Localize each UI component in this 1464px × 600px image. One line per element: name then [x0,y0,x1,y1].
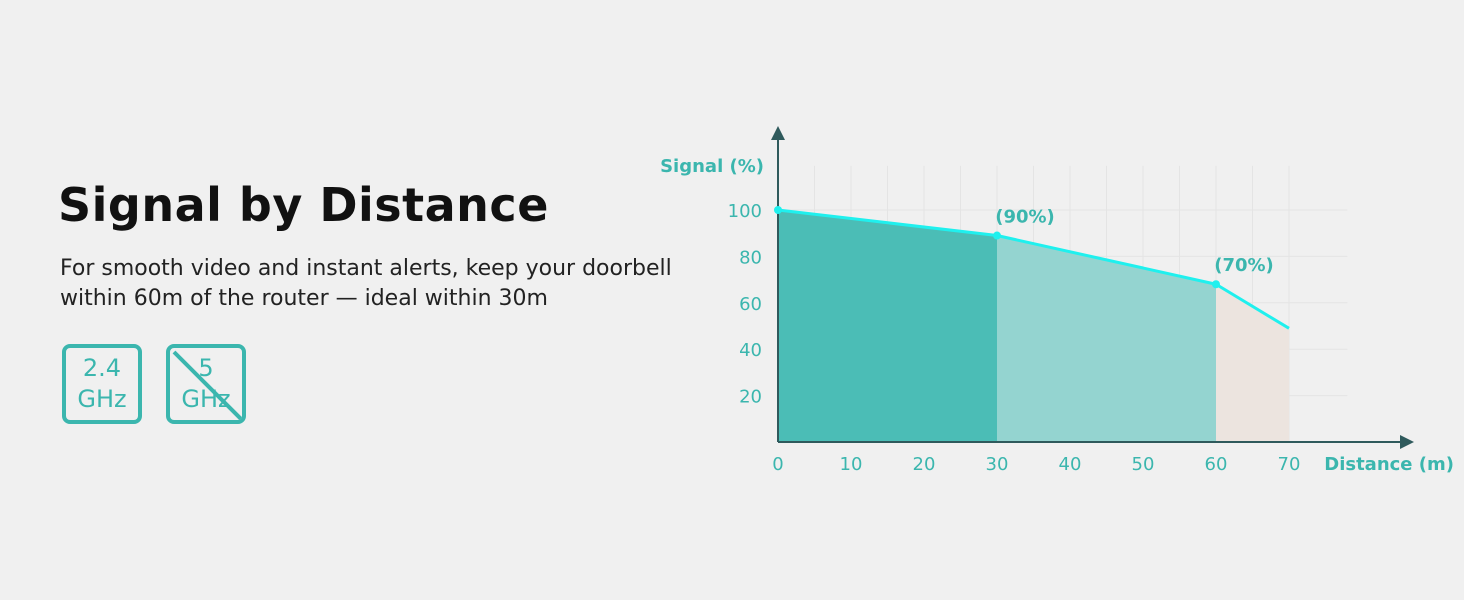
x-tick-label: 40 [1059,454,1082,475]
badge-unit-label: GHz [77,385,127,413]
x-tick-label: 50 [1132,454,1155,475]
chart-axes [771,126,1414,449]
chart-labels: 0 10 20 30 40 50 60 70 20 40 60 80 100 Signal (%) Dist… [660,156,1454,475]
x-tick-label: 70 [1278,454,1301,475]
y-tick-label: 60 [739,294,762,315]
x-tick-label: 30 [986,454,1009,475]
y-axis-arrow-icon [771,126,785,140]
y-tick-label: 100 [728,201,762,222]
x-axis-arrow-icon [1400,435,1414,449]
wifi-2-4ghz-badge: 2.4 GHz [62,344,142,424]
signal-line [777,208,1290,330]
x-tick-label: 60 [1205,454,1228,475]
zone-good-area [997,235,1216,442]
point-annotation: (90%) [995,207,1055,228]
y-tick-label: 20 [739,387,762,408]
signal-zones [778,210,1289,442]
x-axis-label: Distance (m) [1324,454,1454,475]
y-tick-label: 80 [739,247,762,268]
x-tick-label: 10 [840,454,863,475]
zone-weak-area [1216,284,1289,442]
data-point [1212,280,1220,289]
y-axis-label: Signal (%) [660,156,764,177]
description-text: For smooth video and instant alerts, kee… [60,256,672,311]
data-point [993,231,1001,240]
strikethrough-icon [172,350,242,420]
y-tick-label: 40 [739,340,762,361]
data-point [774,206,782,214]
page-title: Signal by Distance [58,178,549,232]
x-tick-label: 0 [772,454,783,475]
wifi-5ghz-unsupported-badge: 5 GHz [166,344,246,424]
signal-line-layer [774,206,1290,330]
badge-band-label: 5 [198,354,214,382]
point-annotation: (70%) [1214,255,1274,276]
badge-band-label: 2.4 [82,354,122,382]
x-tick-label: 20 [913,454,936,475]
zone-ideal-area [778,210,997,442]
